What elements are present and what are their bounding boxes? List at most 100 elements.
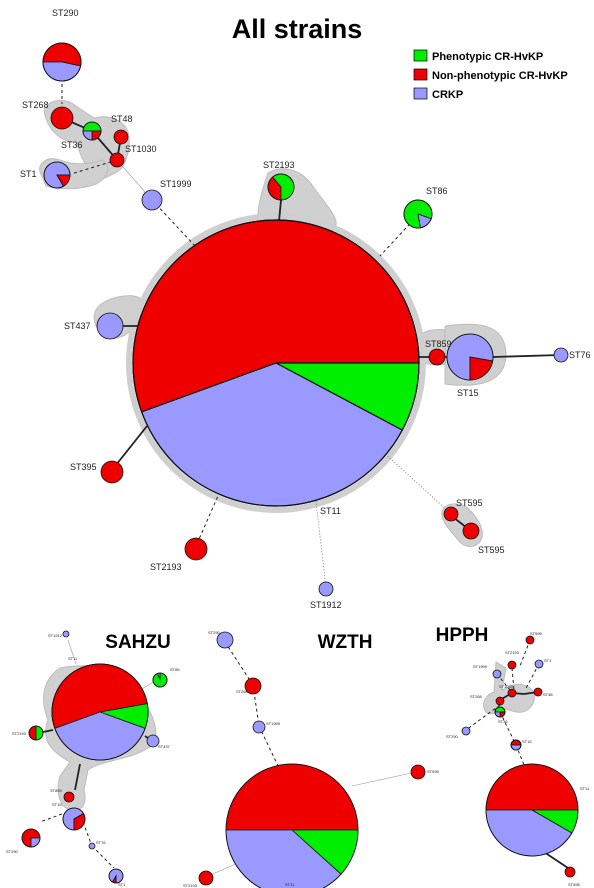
st11-halo xyxy=(126,213,426,513)
text-layer: All strains SAHZU WZTH HPPH ST290 ST268 ST… xyxy=(6,8,591,888)
wzth-label-st268: ST268 xyxy=(236,689,249,694)
label-st76: ST76 xyxy=(569,350,591,360)
node-st86-pie xyxy=(403,199,433,229)
label-st290: ST290 xyxy=(52,8,79,18)
wzth-node-st268 xyxy=(244,677,262,695)
hpph-label-st15: ST15 xyxy=(522,739,532,744)
node-st859 xyxy=(428,348,446,366)
sahzu-edge-st76 xyxy=(82,821,93,847)
wzth-edge-st290-st268 xyxy=(224,641,254,686)
sahzu-node-st1912 xyxy=(62,630,70,638)
sahzu-node-st290 xyxy=(21,828,41,848)
node-st1912 xyxy=(318,581,334,597)
label-st1999: ST1999 xyxy=(160,179,192,189)
wzth-edge-st1999-st11 xyxy=(258,725,281,771)
hpph-node-st15 xyxy=(510,739,522,751)
label-st2193b: ST2193 xyxy=(150,562,182,572)
node-st11 xyxy=(132,219,420,507)
hpph-edge-st595 xyxy=(519,639,531,667)
sahzu-label-st1912: ST1912 xyxy=(48,633,63,638)
node-st395 xyxy=(100,460,124,484)
hpph-label-st2193: ST2193 xyxy=(505,650,520,655)
hpph-node-st268 xyxy=(495,696,505,706)
node-st290-pie xyxy=(42,42,82,82)
hpph-edge-st2193 xyxy=(511,667,515,691)
sahzu-node-st437 xyxy=(146,734,160,748)
sahzu-node-st1 xyxy=(108,868,124,884)
title-wzth: WZTH xyxy=(318,632,373,653)
sahzu-label-st76: ST76 xyxy=(96,840,106,845)
hpph-label-st1: ST1 xyxy=(544,658,552,663)
sahzu-edge-st2193 xyxy=(42,729,54,733)
label-st86: ST86 xyxy=(426,186,448,196)
hpph-node-st1999 xyxy=(492,669,502,679)
sahzu-label-st437: ST437 xyxy=(158,744,171,749)
hpph-node-st1030 xyxy=(507,688,517,698)
sahzu-node-st859 xyxy=(63,791,75,803)
wzth-label-st11: ST11 xyxy=(285,882,295,887)
hpph-node-st595 xyxy=(525,635,535,645)
edge-st1999-st11 xyxy=(151,199,211,263)
label-st268: ST268 xyxy=(22,100,49,110)
wzth-node-st11 xyxy=(225,763,359,888)
hpph-label-st48: ST48 xyxy=(543,692,553,697)
sahzu-label-st86: ST86 xyxy=(170,667,180,672)
hpph-node-st595b xyxy=(564,866,576,878)
sahzu-label-st290: ST290 xyxy=(6,849,19,854)
node-st268 xyxy=(50,106,74,130)
sahzu-label-st15: ST15 xyxy=(52,802,62,807)
nodes-layer xyxy=(21,42,579,888)
wzth-label-st290: ST290 xyxy=(208,630,221,635)
sahzu-label-st11: ST11 xyxy=(68,656,78,661)
label-st11: ST11 xyxy=(320,506,341,516)
node-st1999 xyxy=(141,189,163,211)
label-st36: ST36 xyxy=(61,140,83,150)
label-st48: ST48 xyxy=(111,114,133,124)
sahzu-label-st2193: ST2193 xyxy=(12,731,27,736)
wzth-node-st1999 xyxy=(252,720,266,734)
hpph-node-st2193 xyxy=(507,660,517,670)
hpph-label-st595b: ST595 xyxy=(568,882,581,887)
hpph-node-st48 xyxy=(533,687,543,697)
label-st395: ST395 xyxy=(70,462,97,472)
label-st437: ST437 xyxy=(64,321,91,331)
sahzu-label-st859: ST859 xyxy=(50,788,63,793)
hpph-label-st595: ST595 xyxy=(530,631,543,636)
legend-label-phenotypic: Phenotypic CR-HvKP xyxy=(432,51,543,63)
sahzu-label-st1: ST1 xyxy=(118,882,126,887)
title-sahzu: SAHZU xyxy=(105,632,170,653)
label-st595a: ST595 xyxy=(456,498,483,508)
sahzu-edge-st290 xyxy=(39,813,63,823)
label-st2193: ST2193 xyxy=(263,160,295,170)
sahzu-edge-st1 xyxy=(91,845,115,869)
legend-swatch-red xyxy=(413,68,428,81)
edge-st1030-st1 xyxy=(70,159,118,175)
wzth-label-st2193: ST2193 xyxy=(183,883,198,888)
sahzu-edge-st1912 xyxy=(67,639,77,665)
sahzu-node-st86 xyxy=(152,672,168,688)
node-st36 xyxy=(82,121,102,141)
title-hpph: HPPH xyxy=(436,625,489,646)
hpph-node-st11 xyxy=(485,763,579,857)
node-st48 xyxy=(113,129,129,145)
hpph-label-st36: ST36 xyxy=(498,719,508,724)
node-st2193b xyxy=(184,537,208,561)
title-all-strains: All strains xyxy=(232,14,363,44)
hpph-edge-st15 xyxy=(499,711,517,746)
node-st76 xyxy=(553,347,569,363)
hpph-node-st36 xyxy=(494,706,506,718)
label-st859: ST859 xyxy=(425,339,452,349)
legend-label-non-phenotypic: Non-phenotypic CR-HvKP xyxy=(432,70,568,82)
legend: Phenotypic CR-HvKP Non-phenotypic CR-HvK… xyxy=(413,49,568,101)
hpph-edge-st11 xyxy=(515,744,527,771)
hpph-label-st268: ST268 xyxy=(470,694,483,699)
hpph-label-st1999: ST1999 xyxy=(473,664,488,669)
hpph-label-st11: ST11 xyxy=(580,786,590,791)
label-st595b: ST595 xyxy=(478,545,505,555)
node-st595a xyxy=(443,506,459,522)
label-st1912: ST1912 xyxy=(310,600,342,610)
hpph-node-st290 xyxy=(461,726,471,736)
sahzu-node-st11-pie xyxy=(51,663,149,761)
sahzu-node-st2193 xyxy=(28,725,44,741)
